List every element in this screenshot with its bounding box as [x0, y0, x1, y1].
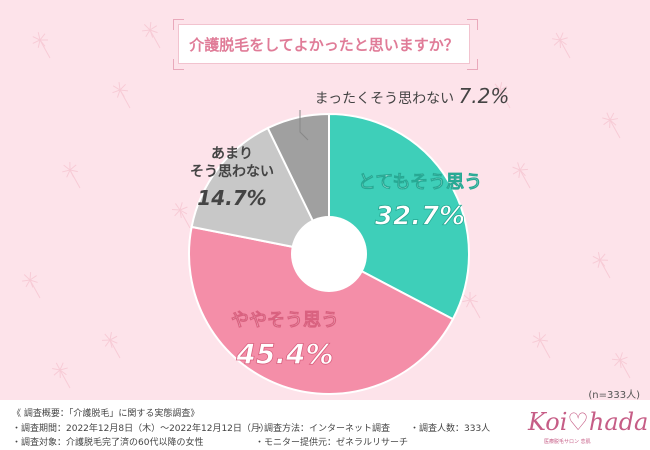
- title-corner-top-right: [467, 19, 478, 30]
- callout-line: [299, 110, 309, 141]
- donut-hole: [291, 216, 367, 292]
- dandelion-icon: [101, 332, 121, 359]
- title-corner-top-left: [173, 19, 184, 30]
- dandelion-icon: [171, 202, 191, 229]
- monitor-provider: ・モニター提供元：ゼネラルリサーチ: [255, 438, 409, 448]
- dandelion-icon: [532, 331, 551, 359]
- slice-label-0: とてもそう思う 32.7%: [358, 172, 483, 232]
- slice-3: [266, 112, 330, 255]
- slice-2: [190, 126, 331, 256]
- brand-logo: Koi♡hada: [528, 408, 649, 436]
- slice-label-3: まったくそう思わない 7.2%: [315, 84, 510, 108]
- sample-size-label: (n=333人): [588, 390, 640, 401]
- title-corner-bottom-left: [173, 59, 184, 70]
- dandelion-icon: [62, 161, 81, 189]
- dandelion-icon: [611, 352, 631, 379]
- slice-value-2: 14.7%: [197, 186, 266, 210]
- slice-value-0: 32.7%: [375, 201, 465, 231]
- dandelion-icon: [592, 252, 611, 279]
- slice-label-text-0-0: とてもそう思う: [358, 172, 482, 193]
- dandelion-icon: [602, 112, 621, 139]
- slice-label-text-1-0: ややそう思う: [231, 310, 339, 331]
- survey-period: ・調査期間：2022年12月8日（木）〜2022年12月12日（月）: [12, 424, 269, 434]
- survey-method: ・調査方法：インターネット調査: [255, 424, 391, 434]
- dandelion-icon: [491, 82, 511, 109]
- slice-label-1: ややそう思う 45.4%: [231, 310, 340, 371]
- dandelion-icon: [112, 81, 131, 109]
- slice-label-text-3: まったくそう思わない 7.2%: [315, 84, 510, 108]
- dandelion-icon: [22, 271, 41, 299]
- dandelion-icon: [512, 162, 531, 189]
- brand-tagline: 医療脱毛サロン 恋肌: [544, 439, 591, 445]
- chart-title-text: 介護脱毛をしてよかったと思いますか？: [189, 35, 459, 54]
- dandelion-icon: [141, 21, 161, 49]
- slice-label-text-2-1: そう思わない: [190, 164, 274, 180]
- survey-overview: 《 調査概要：「介護脱毛」に関する実態調査》: [12, 409, 200, 419]
- chart-title: 介護脱毛をしてよかったと思いますか？: [178, 24, 470, 64]
- background-pattern: [22, 21, 631, 389]
- title-corner-bottom-right: [467, 59, 478, 70]
- survey-target: ・調査対象：介護脱毛完了済の60代以降の女性: [12, 438, 204, 448]
- dandelion-icon: [32, 32, 51, 59]
- slice-label-text-2-0: あまり: [211, 146, 253, 162]
- footer: 《 調査概要：「介護脱毛」に関する実態調査》 ・調査期間：2022年12月8日（…: [0, 400, 650, 450]
- dandelion-icon: [462, 291, 481, 319]
- survey-count: ・調査人数：333人: [410, 424, 491, 434]
- slice-value-1: 45.4%: [235, 337, 333, 370]
- dandelion-icon: [552, 32, 571, 59]
- slice-1: [188, 225, 455, 395]
- dandelion-icon: [52, 362, 71, 389]
